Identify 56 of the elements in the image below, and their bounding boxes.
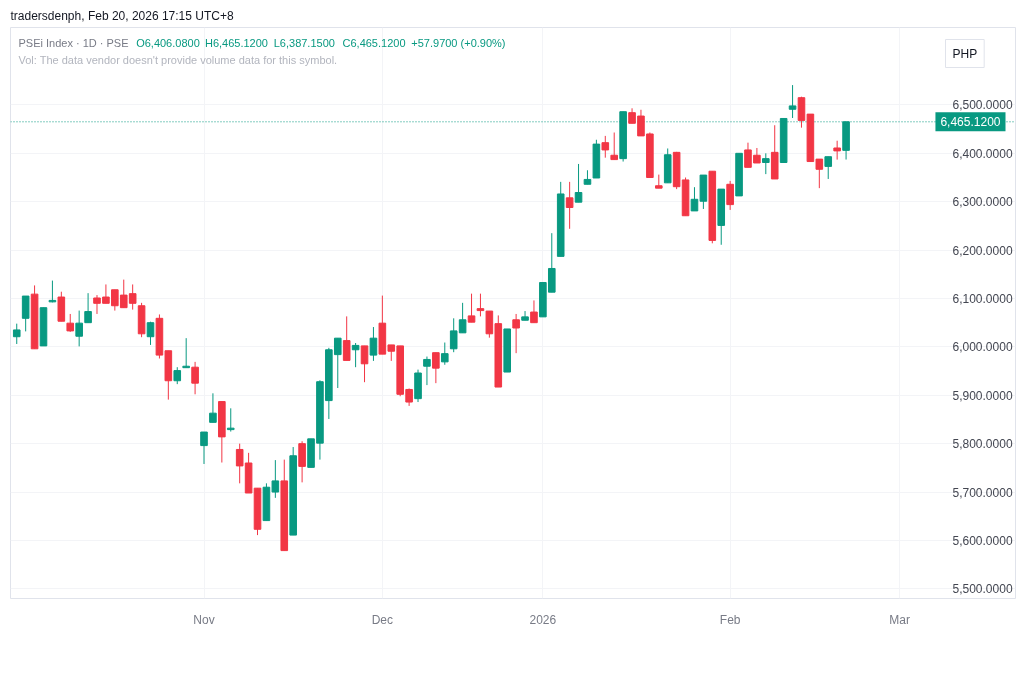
candlestick — [209, 392, 217, 423]
candlestick — [369, 326, 378, 362]
candlestick — [423, 356, 431, 386]
candlestick — [351, 342, 360, 368]
y-tick-label: 5,500.0000 — [952, 582, 1013, 597]
y-tick-label: 5,700.0000 — [952, 485, 1013, 500]
candlestick — [440, 342, 449, 366]
x-tick-label: Feb — [719, 612, 741, 627]
candlestick — [610, 132, 619, 161]
candlestick — [762, 152, 770, 175]
y-tick-label: 5,600.0000 — [952, 533, 1013, 548]
candlestick — [476, 293, 485, 317]
candlestick — [298, 440, 306, 483]
candlestick — [48, 280, 57, 303]
candlestick — [467, 293, 476, 323]
candlestick — [75, 310, 83, 347]
y-tick-label: 6,200.0000 — [952, 243, 1013, 258]
candlestick — [574, 163, 583, 203]
y-tick-label: 6,500.0000 — [952, 98, 1013, 113]
candlestick — [512, 313, 520, 354]
candlestick — [530, 299, 538, 324]
y-axis-title: PHP — [952, 46, 978, 61]
y-tick-label: 6,000.0000 — [952, 340, 1013, 355]
ref-line-label: 6,465.1200 — [940, 115, 1001, 130]
candlestick — [360, 345, 369, 383]
y-tick-label: 5,900.0000 — [952, 388, 1013, 403]
candlestick — [833, 140, 841, 161]
y-tick-label: 6,300.0000 — [952, 195, 1013, 210]
candlestick — [726, 180, 734, 211]
candlestick — [521, 310, 529, 321]
candlestick — [191, 361, 199, 395]
candlestick — [21, 295, 30, 332]
text: Vol: The data vendor doesn't provide volume data for this symbol. — [18, 53, 338, 66]
candlestick — [200, 431, 208, 465]
y-tick-label: 6,400.0000 — [952, 146, 1013, 161]
annotation: O6,406.0800 — [136, 36, 200, 49]
text: tradersdenph, Feb 20, 2026 17:15 UTC+8 — [10, 8, 234, 23]
annotation: C6,465.1200 — [342, 36, 406, 49]
annotation: H6,465.1200 — [204, 36, 268, 49]
candlestick — [432, 352, 440, 384]
candlestick — [601, 135, 610, 159]
candlestick — [788, 84, 797, 119]
candlestick — [84, 292, 92, 324]
x-tick-label: 2026 — [529, 612, 557, 627]
x-tick-label: Mar — [889, 612, 910, 627]
candlestick — [342, 315, 351, 361]
text: PSEi Index · 1D · PSE — [18, 36, 129, 49]
annotation: L6,387.1500 — [273, 36, 335, 49]
x-tick-label: Dec — [371, 612, 394, 627]
candlestick — [824, 156, 833, 180]
candlestick — [12, 323, 21, 345]
y-tick-label: 5,800.0000 — [952, 437, 1013, 452]
annotation: +57.9700 (+0.90%) — [411, 36, 506, 49]
candlestick — [565, 181, 574, 230]
x-tick-label: Nov — [193, 612, 215, 627]
y-tick-label: 6,100.0000 — [952, 291, 1013, 306]
